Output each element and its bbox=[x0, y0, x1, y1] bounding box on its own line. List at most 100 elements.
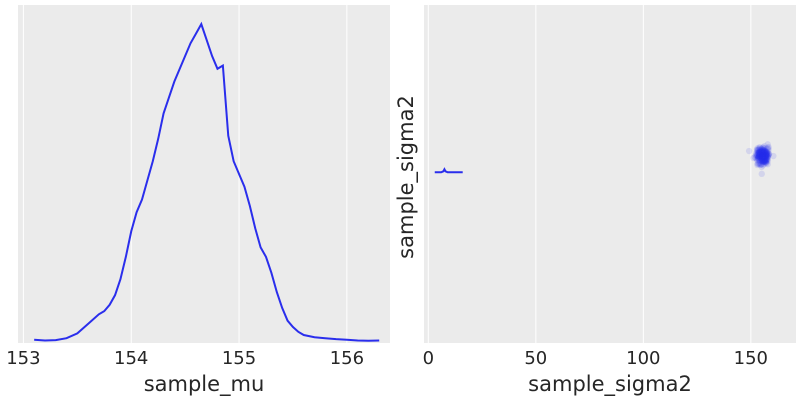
scatter-point bbox=[759, 147, 766, 154]
scatter-point bbox=[754, 144, 761, 152]
scatter-point bbox=[758, 157, 765, 165]
scatter-point bbox=[758, 160, 765, 168]
scatter-point bbox=[755, 154, 763, 162]
scatter-point bbox=[764, 161, 771, 168]
scatter-point bbox=[760, 146, 767, 154]
scatter-point bbox=[761, 157, 768, 164]
scatter-point bbox=[759, 162, 767, 169]
scatter-point bbox=[759, 153, 766, 160]
scatter-point bbox=[751, 154, 758, 161]
scatter-point bbox=[758, 155, 766, 163]
scatter-point bbox=[758, 150, 765, 157]
scatter-point bbox=[759, 152, 767, 160]
scatter-point bbox=[757, 148, 764, 155]
scatter-point bbox=[760, 158, 767, 165]
scatter-point bbox=[762, 156, 770, 164]
scatter-point bbox=[755, 151, 763, 158]
scatter-point bbox=[762, 159, 769, 166]
scatter-point bbox=[759, 157, 766, 164]
scatter-point bbox=[759, 152, 766, 159]
scatter-point bbox=[758, 153, 766, 161]
scatter-point bbox=[755, 150, 762, 157]
scatter-point bbox=[760, 145, 768, 152]
scatter-point bbox=[762, 148, 769, 155]
scatter-point bbox=[753, 152, 761, 159]
scatter-point bbox=[759, 153, 767, 160]
scatter-point bbox=[765, 143, 772, 151]
scatter-point bbox=[756, 151, 764, 159]
scatter-point bbox=[762, 156, 769, 163]
scatter-point bbox=[758, 145, 765, 153]
right-plot-background bbox=[424, 5, 796, 343]
scatter-point bbox=[760, 147, 767, 154]
scatter-point bbox=[760, 151, 768, 159]
scatter-point bbox=[764, 157, 772, 165]
scatter-point bbox=[756, 152, 763, 159]
right-x-axis-label: sample_sigma2 bbox=[528, 372, 692, 397]
scatter-point bbox=[756, 160, 763, 167]
scatter-point bbox=[762, 152, 769, 159]
scatter-point bbox=[757, 151, 765, 158]
scatter-point bbox=[757, 161, 764, 168]
scatter-point bbox=[761, 156, 768, 163]
scatter-point bbox=[754, 149, 761, 157]
scatter-point bbox=[755, 153, 763, 160]
scatter-point bbox=[761, 156, 768, 163]
scatter-point bbox=[762, 153, 770, 160]
scatter-point bbox=[756, 157, 764, 165]
scatter-point bbox=[756, 153, 763, 160]
scatter-point bbox=[760, 149, 768, 156]
scatter-point bbox=[763, 154, 770, 162]
left-panel-mu: 153 154 155 156 sample_mu bbox=[6, 5, 390, 397]
scatter-point bbox=[753, 152, 760, 159]
scatter-point bbox=[759, 156, 767, 164]
scatter-point bbox=[756, 144, 764, 152]
scatter-point bbox=[758, 153, 766, 160]
scatter-point bbox=[761, 151, 768, 158]
scatter-point bbox=[762, 156, 769, 164]
scatter-point bbox=[759, 156, 766, 163]
right-y-axis-label: sample_sigma2 bbox=[394, 95, 419, 259]
scatter-point bbox=[760, 148, 767, 155]
x-tick-label: 155 bbox=[222, 348, 256, 369]
scatter-point bbox=[761, 148, 768, 156]
scatter-point bbox=[759, 149, 766, 156]
scatter-point bbox=[762, 148, 769, 156]
scatter-point bbox=[762, 152, 769, 160]
mu-density-line bbox=[34, 21, 380, 342]
scatter-point bbox=[752, 150, 760, 157]
scatter-point bbox=[757, 149, 765, 156]
scatter-point bbox=[759, 152, 766, 159]
scatter-point bbox=[758, 148, 766, 156]
scatter-point bbox=[763, 156, 771, 163]
scatter-point bbox=[755, 153, 762, 160]
scatter-point bbox=[754, 147, 762, 154]
scatter-point bbox=[765, 152, 772, 159]
scatter-point bbox=[757, 148, 765, 156]
scatter-point bbox=[750, 154, 757, 162]
scatter-point bbox=[760, 150, 767, 157]
scatter-point bbox=[763, 149, 770, 156]
scatter-point bbox=[761, 158, 768, 165]
scatter-point bbox=[756, 148, 763, 155]
right-x-ticks: 0 50 100 150 bbox=[423, 348, 768, 369]
scatter-point bbox=[760, 152, 768, 159]
right-panel-sigma2: 0 50 100 150 sample_sigma2 sample_sigma2 bbox=[394, 5, 796, 397]
scatter-point bbox=[756, 152, 763, 160]
scatter-point bbox=[764, 148, 771, 155]
x-tick-label: 100 bbox=[626, 348, 660, 369]
scatter-point bbox=[755, 154, 762, 162]
scatter-point bbox=[759, 148, 766, 155]
scatter-point bbox=[759, 150, 766, 157]
scatter-point bbox=[762, 152, 769, 160]
scatter-point bbox=[754, 149, 761, 156]
scatter-point bbox=[754, 151, 761, 159]
scatter-point bbox=[763, 152, 770, 159]
scatter-point bbox=[755, 153, 763, 160]
scatter-point bbox=[762, 155, 769, 163]
scatter-point bbox=[754, 156, 761, 163]
scatter-point bbox=[754, 153, 762, 160]
scatter-point bbox=[753, 146, 761, 154]
scatter-point bbox=[759, 155, 766, 163]
scatter-point bbox=[761, 157, 769, 165]
